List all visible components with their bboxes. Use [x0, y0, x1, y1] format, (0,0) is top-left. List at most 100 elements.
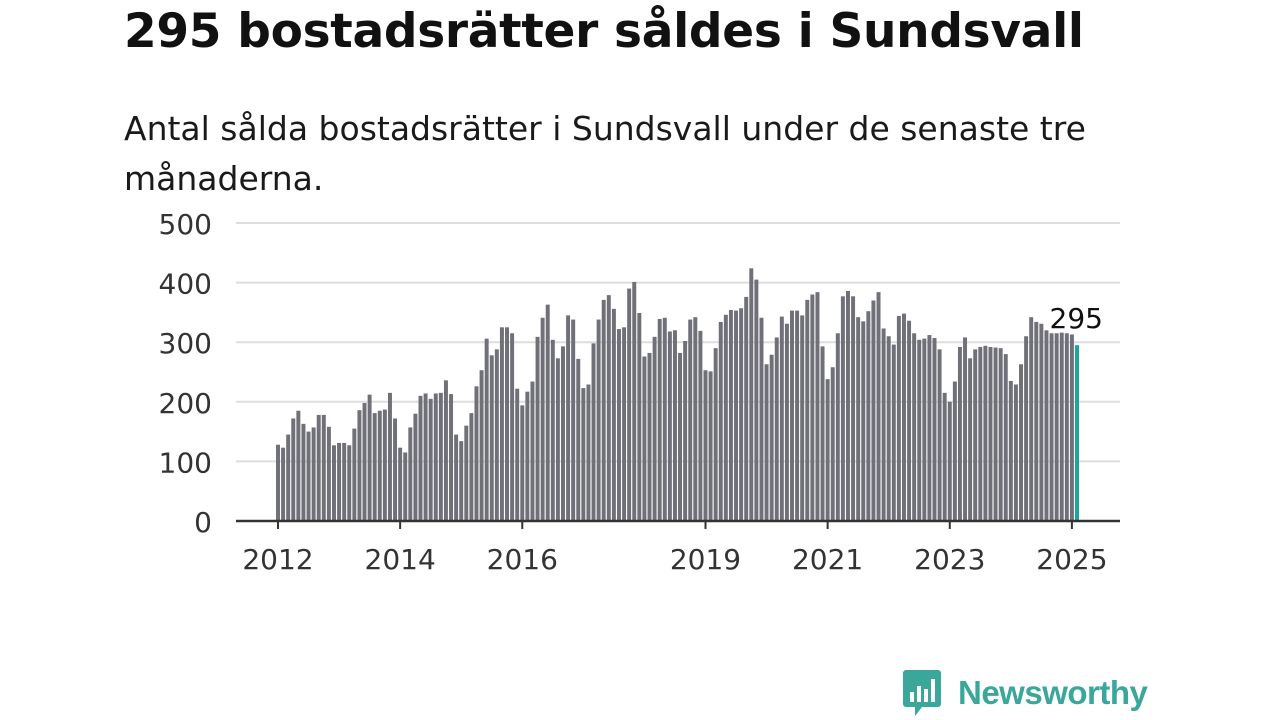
- bar: [550, 339, 555, 521]
- bar: [387, 392, 392, 521]
- bar: [759, 317, 764, 521]
- bar: [586, 384, 591, 521]
- y-tick-label: 400: [159, 268, 212, 301]
- bar: [622, 327, 627, 521]
- y-tick-label: 100: [159, 446, 212, 479]
- bar: [734, 310, 739, 521]
- bar: [555, 358, 560, 521]
- x-tick-label: 2016: [487, 543, 558, 576]
- bar: [342, 442, 347, 521]
- bar: [820, 346, 825, 521]
- bar: [988, 346, 993, 521]
- bar: [1069, 334, 1074, 521]
- bar: [1029, 317, 1034, 521]
- bar: [454, 434, 459, 521]
- bar: [942, 392, 947, 521]
- newsworthy-logo: Newsworthy: [902, 668, 1148, 718]
- bar: [479, 370, 484, 521]
- bar: [657, 318, 662, 521]
- x-tick-label: 2025: [1036, 543, 1107, 576]
- bar: [647, 352, 652, 521]
- bar: [978, 346, 983, 521]
- bar: [561, 346, 565, 521]
- bar: [1064, 333, 1069, 521]
- bar: [632, 282, 637, 521]
- bar: [1003, 354, 1008, 521]
- bar: [662, 317, 667, 521]
- bar: [1044, 330, 1049, 521]
- bar: [871, 300, 876, 521]
- bar: [637, 312, 642, 521]
- x-tick-label: 2019: [670, 543, 741, 576]
- bar: [296, 410, 301, 521]
- bar: [438, 392, 443, 521]
- bar: [891, 344, 896, 521]
- bar: [510, 333, 515, 521]
- bar: [881, 328, 886, 521]
- bar: [367, 394, 372, 521]
- bar: [591, 343, 596, 521]
- bar: [800, 315, 805, 521]
- bar: [403, 452, 408, 521]
- bar: [983, 345, 988, 521]
- bar: [927, 335, 932, 521]
- bar: [678, 352, 683, 521]
- bar: [830, 367, 835, 521]
- bar: [311, 427, 316, 521]
- bar: [896, 315, 901, 521]
- bar: [784, 323, 789, 521]
- bar: [499, 327, 504, 521]
- bar: [616, 329, 621, 521]
- bar-chart: 0 100 200 300 400 500 2012 2014 2016 2019 2021 202…: [159, 208, 1120, 576]
- bar: [642, 356, 647, 521]
- bar: [968, 358, 973, 521]
- bar: [952, 381, 957, 521]
- bar: [433, 393, 438, 521]
- bar: [1024, 336, 1029, 521]
- bar: [347, 445, 352, 521]
- bar: [667, 331, 672, 521]
- x-tick-label: 2012: [242, 543, 313, 576]
- bar: [321, 414, 326, 521]
- bar: [398, 447, 403, 521]
- bar: [601, 299, 606, 521]
- bar: [937, 349, 942, 521]
- y-tick-label: 0: [194, 506, 212, 539]
- x-tick-label: 2021: [792, 543, 863, 576]
- bar: [525, 391, 530, 521]
- bar: [627, 288, 632, 521]
- bar: [362, 402, 367, 521]
- bar: [963, 337, 968, 521]
- bar: [688, 319, 693, 521]
- bar: [805, 299, 810, 521]
- bar: [886, 336, 891, 521]
- bar: [744, 296, 749, 521]
- bar: [515, 388, 520, 521]
- bar: [703, 370, 708, 521]
- bar: [428, 398, 433, 521]
- bar: [443, 380, 448, 521]
- bar: [764, 364, 769, 521]
- bar: [326, 426, 331, 521]
- bar: [276, 444, 280, 521]
- logo-text: Newsworthy: [958, 674, 1148, 711]
- bar: [581, 388, 586, 521]
- bar: [790, 310, 794, 521]
- bars: [276, 268, 1079, 521]
- bar: [382, 409, 387, 521]
- bar: [810, 294, 815, 521]
- bar: [1049, 333, 1054, 521]
- bar: [922, 338, 927, 521]
- bar: [947, 401, 952, 521]
- bar: [907, 320, 912, 521]
- bar: [566, 315, 571, 521]
- x-tick-label: 2014: [365, 543, 436, 576]
- bar: [846, 290, 850, 521]
- bar: [739, 308, 744, 521]
- bar: [459, 441, 464, 521]
- bar: [286, 434, 291, 521]
- bar: [1054, 333, 1059, 521]
- bar: [464, 425, 469, 521]
- bar: [535, 336, 540, 521]
- bar: [596, 319, 601, 521]
